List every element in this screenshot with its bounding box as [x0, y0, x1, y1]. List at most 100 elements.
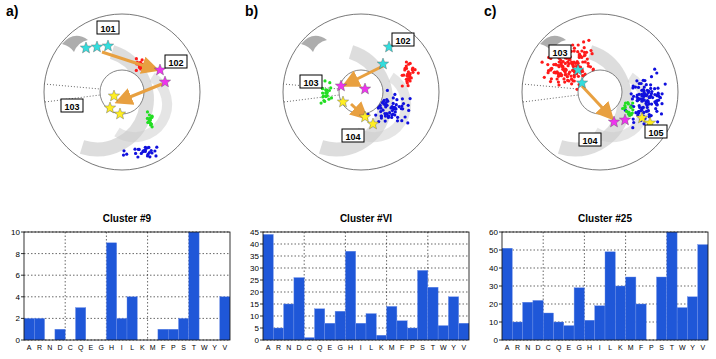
cluster-dot [328, 81, 331, 84]
cluster-dot [631, 126, 634, 129]
cluster-dot [571, 79, 574, 82]
cluster-dot [386, 89, 389, 92]
star [367, 118, 378, 129]
cluster-dot [635, 79, 638, 82]
tick-label: 60 [489, 228, 498, 237]
category-label: V [462, 344, 467, 351]
cluster-dot [146, 146, 149, 149]
cluster-dot [409, 97, 412, 100]
tick [499, 340, 502, 341]
chart-title: Cluster #VI [340, 213, 392, 224]
cluster-dot [557, 81, 560, 84]
tick-label: 0 [16, 336, 21, 345]
arrow [347, 65, 385, 84]
bar [284, 304, 294, 340]
tick [499, 232, 502, 233]
star [576, 77, 587, 88]
cluster-dot [384, 105, 387, 108]
bar [438, 326, 448, 340]
cluster-dot [380, 114, 383, 117]
category-label: C [68, 344, 73, 351]
category-label: H [587, 344, 592, 351]
bar [179, 318, 189, 340]
label-box [61, 99, 83, 112]
bar [459, 323, 469, 340]
cluster-dot [660, 112, 663, 115]
track-label: 102 [168, 58, 183, 68]
category-label: H [348, 344, 353, 351]
track-label: 101 [100, 24, 115, 34]
category-label: I [121, 344, 123, 351]
category-label: E [328, 344, 333, 351]
cluster-dot [653, 93, 656, 96]
cluster-dot [649, 87, 652, 90]
bar [325, 323, 335, 340]
cluster-dot [324, 91, 327, 94]
bars [24, 232, 230, 340]
category-label: N [286, 344, 291, 351]
tick-label: 35 [250, 252, 259, 261]
tick [260, 256, 263, 257]
bar [584, 320, 594, 340]
star [359, 111, 370, 122]
cluster-dot [391, 109, 394, 112]
plot-frame [24, 232, 230, 340]
cluster-dot [407, 109, 410, 112]
bar [55, 329, 65, 340]
bar [687, 297, 697, 340]
category-label: F [400, 344, 404, 351]
cluster-dot [655, 71, 658, 74]
category-label: F [639, 344, 643, 351]
cluster-dot [631, 102, 634, 105]
bar [615, 286, 625, 340]
dotted-line [522, 84, 578, 89]
tick [499, 268, 502, 269]
cluster-dot [328, 89, 331, 92]
cluster-dot [648, 96, 651, 99]
cluster-dot [384, 120, 387, 123]
cluster-dot [557, 83, 560, 86]
cluster-dot [653, 87, 656, 90]
cluster-dot [653, 68, 656, 71]
category-label: P [171, 344, 176, 351]
category-label: L [608, 344, 612, 351]
cluster-dot [648, 102, 651, 105]
label-box [165, 55, 187, 68]
bar [294, 278, 304, 340]
cluster-dot [135, 57, 138, 60]
cluster-dot [396, 119, 399, 122]
bar [106, 243, 116, 340]
arrow [120, 84, 162, 101]
cluster-dot [146, 121, 149, 124]
arrow [351, 104, 364, 116]
category-label: A [266, 344, 271, 351]
cluster-dot [627, 102, 630, 105]
category-label: M [628, 344, 634, 351]
bar [273, 328, 283, 340]
cluster-dot [541, 61, 544, 64]
dotted-line [523, 95, 578, 102]
cluster-dot [323, 100, 326, 103]
cluster-dot [563, 81, 566, 84]
cluster-dot [554, 63, 557, 66]
category-label: P [649, 344, 654, 351]
tick [260, 244, 263, 245]
category-label: V [223, 344, 228, 351]
cluster-dot [322, 94, 325, 97]
category-label: G [99, 344, 104, 351]
cluster-dot [146, 110, 149, 113]
star [359, 83, 370, 94]
bar [667, 232, 677, 340]
tick [499, 250, 502, 251]
tick [499, 304, 502, 305]
star [91, 41, 102, 52]
cluster-dot [557, 75, 560, 78]
category-label: A [505, 344, 510, 351]
bar-chart: Cluster #250102030405060ARNDCQEGHILKMFPS… [489, 213, 708, 352]
cluster-dot [401, 74, 404, 77]
tick-label: 30 [250, 264, 259, 273]
cluster-dot [392, 102, 395, 105]
category-label: S [420, 344, 425, 351]
cluster-dot [406, 81, 409, 84]
cluster-dot [122, 154, 125, 157]
